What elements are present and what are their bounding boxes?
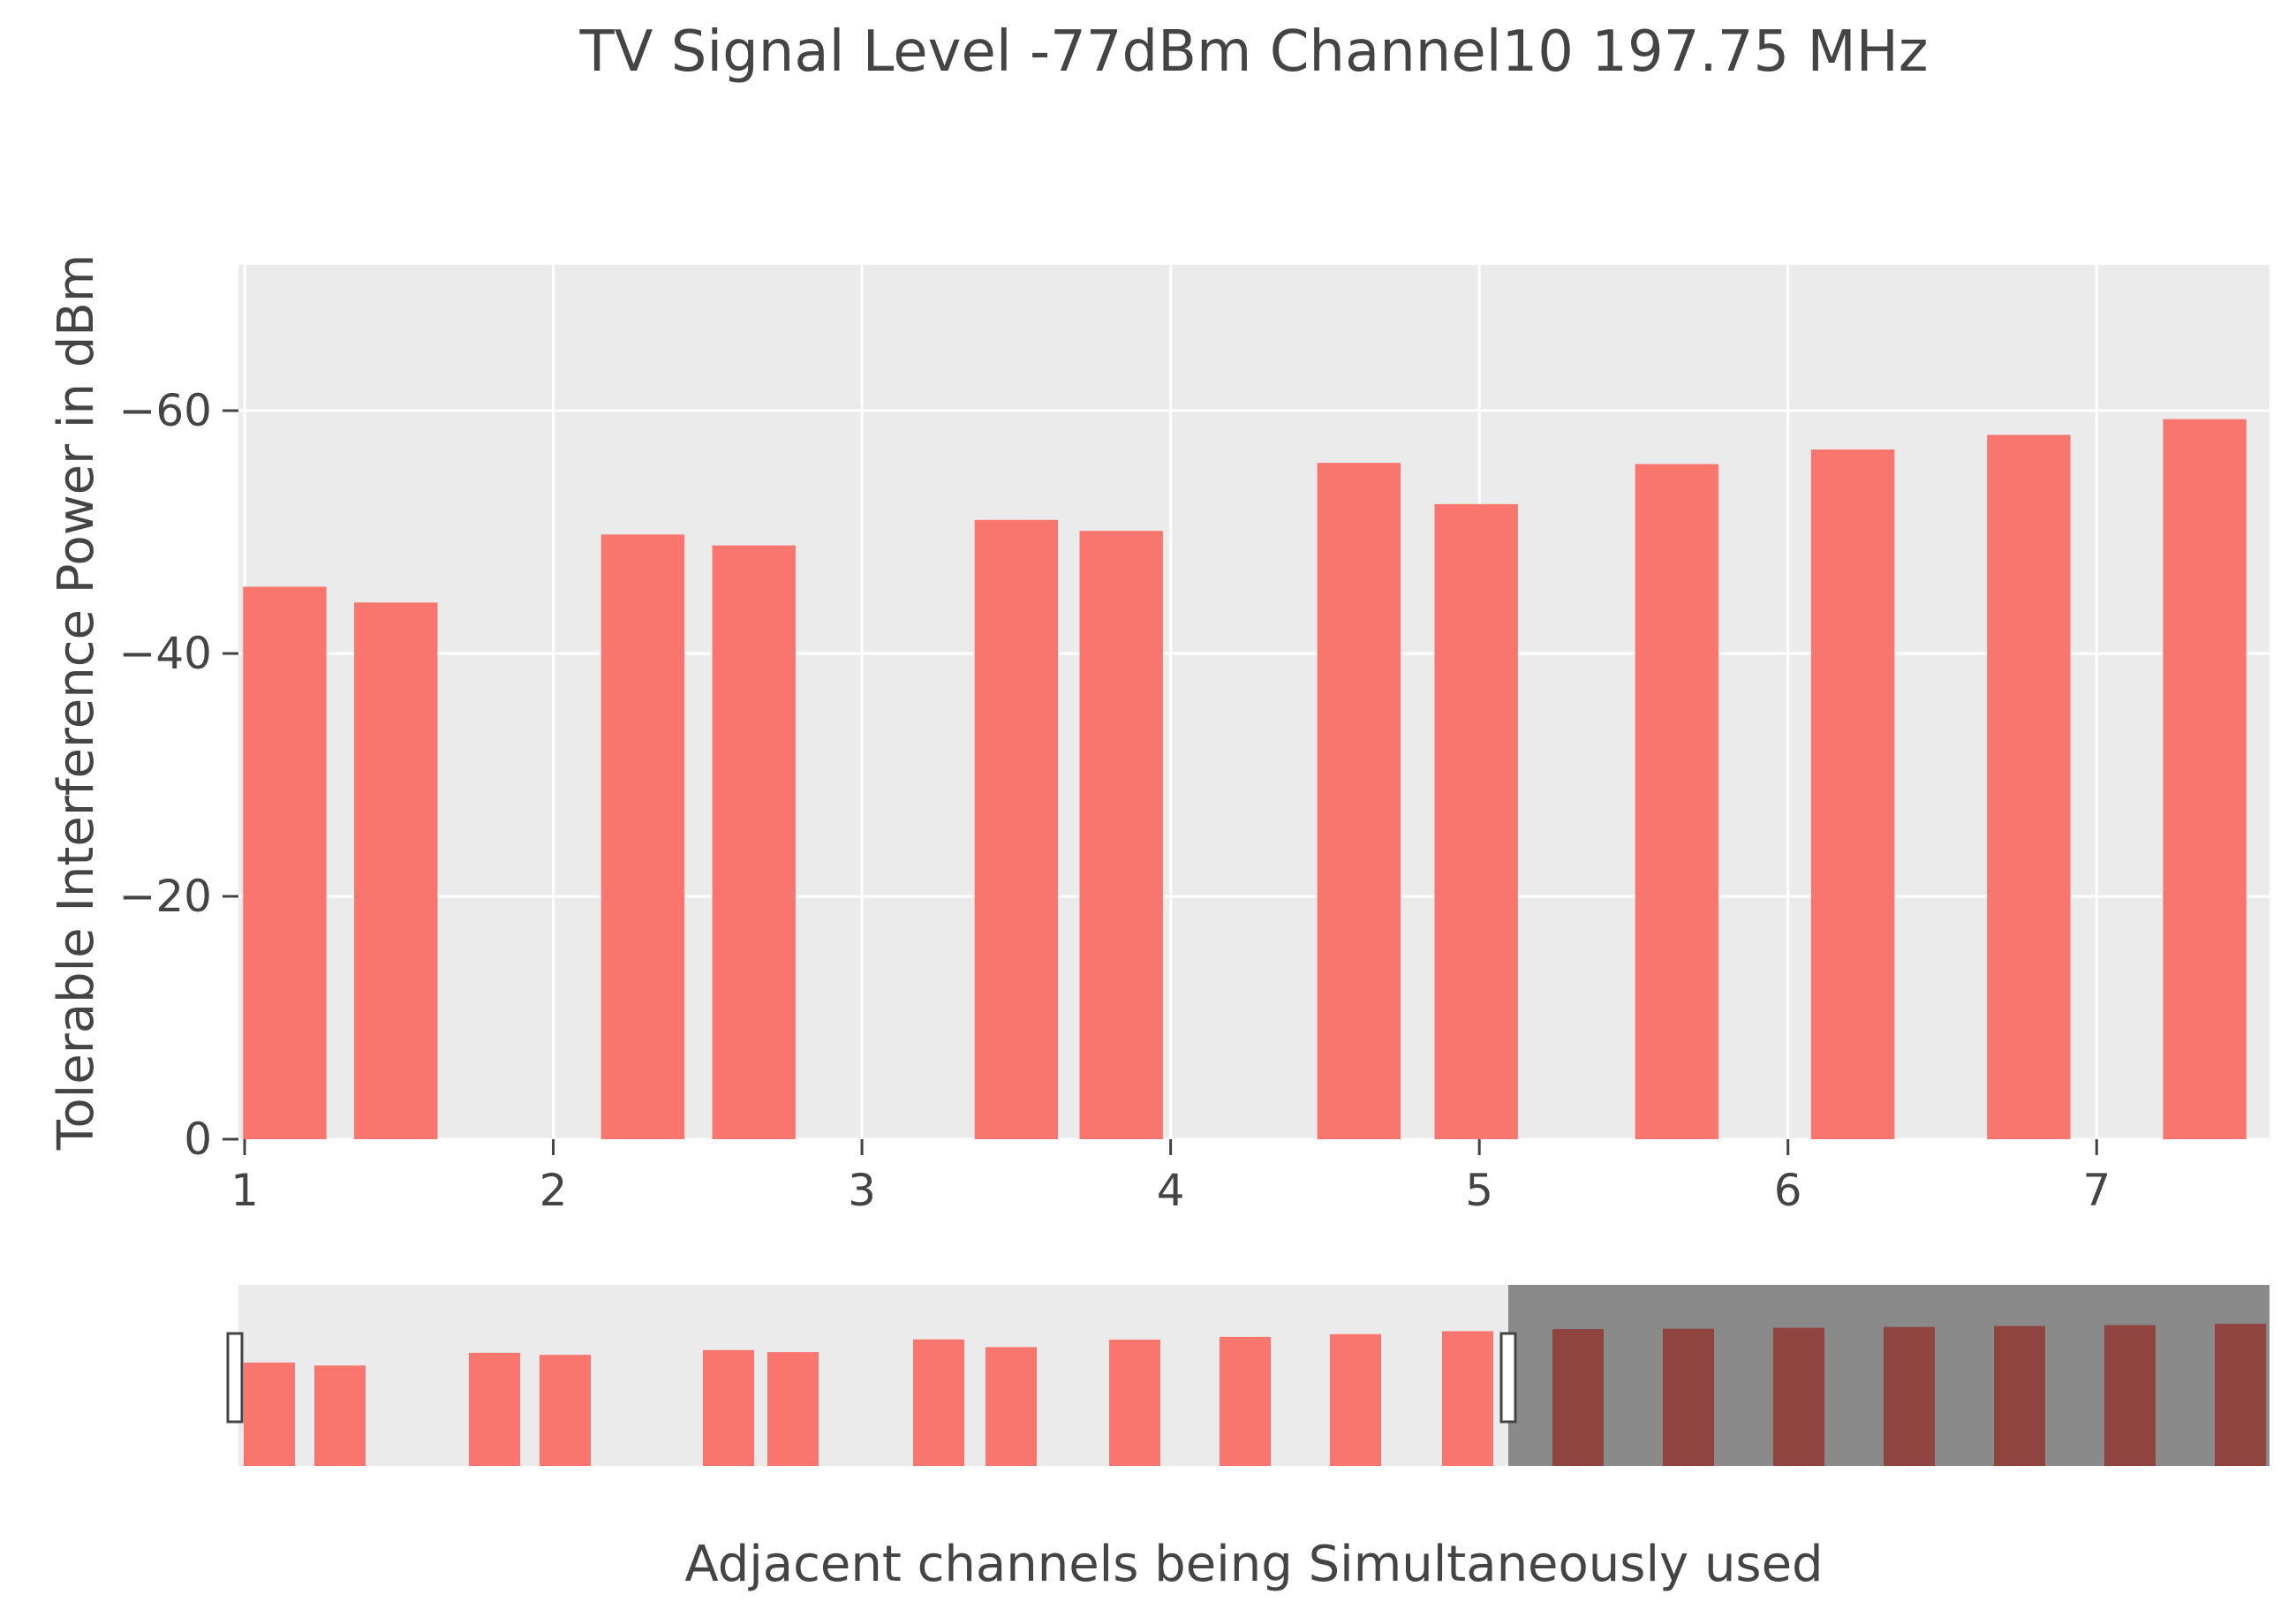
range-slider-bar-unselected [2104, 1325, 2156, 1466]
range-slider-bar [913, 1339, 964, 1466]
bar[interactable] [974, 519, 1059, 1139]
x-tick-label: 7 [2082, 1165, 2111, 1216]
bar[interactable] [1079, 531, 1163, 1139]
range-slider-bar-unselected [1552, 1329, 1604, 1466]
range-slider-bar-unselected [1663, 1328, 1714, 1466]
x-tick-label: 6 [1774, 1165, 1802, 1216]
x-ticks: 1 2 3 4 5 6 7 [230, 1139, 2111, 1216]
range-slider-left-handle[interactable] [226, 1332, 244, 1424]
bar[interactable] [1810, 449, 1895, 1139]
y-tick-label: 0 [184, 1114, 212, 1165]
y-tick-label: −40 [118, 628, 212, 679]
y-tick-label: −60 [118, 385, 212, 436]
range-slider-bar [1330, 1333, 1381, 1466]
range-slider-bar [767, 1352, 819, 1466]
bar[interactable] [1635, 464, 1719, 1140]
range-slider-bar [1220, 1336, 1271, 1466]
range-slider-bar [540, 1355, 591, 1466]
range-slider-right-handle[interactable] [1499, 1332, 1517, 1424]
bar[interactable] [712, 545, 796, 1139]
x-tick-label: 3 [848, 1165, 876, 1216]
bar[interactable] [354, 602, 438, 1139]
range-slider-bars [244, 1331, 1493, 1466]
range-slider-bar [1109, 1339, 1160, 1466]
plot-area [238, 265, 2270, 1139]
bar[interactable] [2163, 419, 2247, 1139]
bar[interactable] [243, 586, 327, 1139]
range-slider[interactable] [226, 1285, 2270, 1466]
x-tick-label: 1 [230, 1165, 259, 1216]
x-axis-title: Adjacent channels being Simultaneously u… [684, 1536, 1823, 1593]
bar[interactable] [1987, 434, 2071, 1140]
x-tick-label: 4 [1157, 1165, 1185, 1216]
range-slider-bar-unselected [1884, 1326, 1935, 1466]
range-slider-bar [1442, 1331, 1493, 1466]
x-tick-label: 2 [540, 1165, 568, 1216]
bar[interactable] [1434, 503, 1518, 1139]
range-slider-bar [986, 1347, 1037, 1466]
x-tick-label: 5 [1465, 1165, 1493, 1216]
range-slider-bar [244, 1362, 295, 1466]
range-slider-bar [703, 1349, 754, 1466]
bar[interactable] [600, 534, 685, 1139]
chart-title: TV Signal Level -77dBm Channel10 197.75 … [579, 19, 1929, 85]
bar[interactable] [1317, 463, 1401, 1139]
bars [243, 419, 2247, 1139]
range-slider-bar [314, 1365, 366, 1466]
range-slider-unselected-bars [1552, 1323, 2266, 1466]
y-axis-title: Tolerable Interference Power in dBm [48, 254, 105, 1152]
y-ticks: 0 −20 −40 −60 [118, 385, 238, 1165]
range-slider-bar-unselected [1994, 1326, 2045, 1466]
y-gridlines [238, 409, 2270, 1141]
range-slider-bar-unselected [2215, 1323, 2266, 1466]
y-tick-label: −20 [118, 871, 212, 922]
range-slider-bar [469, 1352, 520, 1466]
range-slider-bar-unselected [1773, 1327, 1824, 1466]
